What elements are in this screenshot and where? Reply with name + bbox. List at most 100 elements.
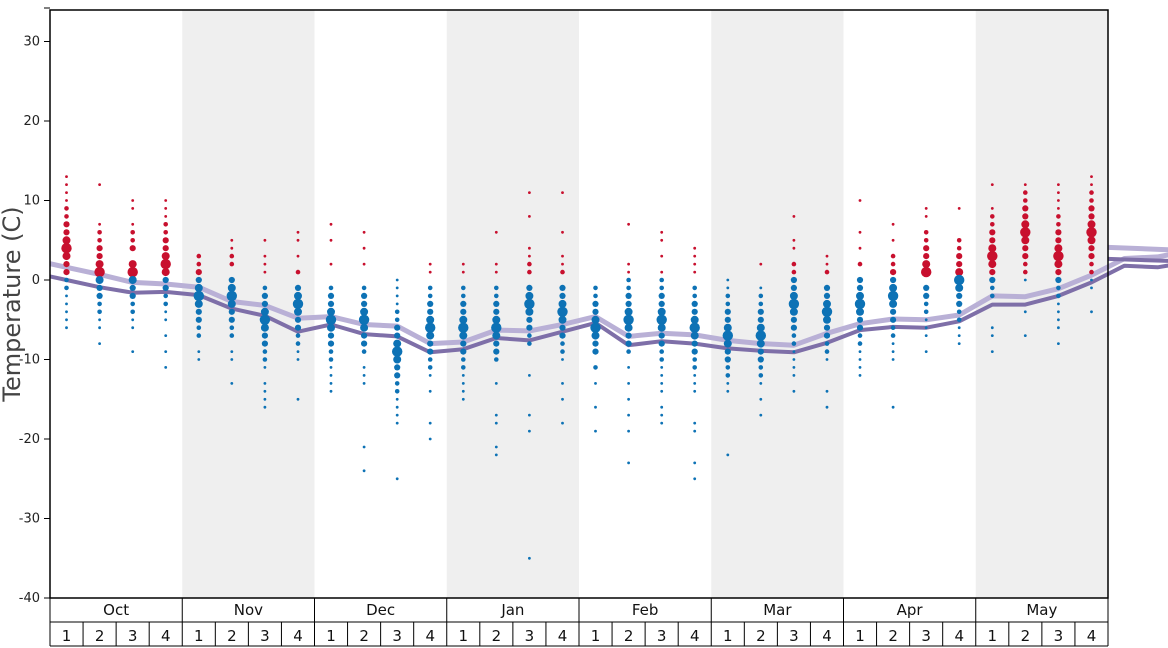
cold-temp-dot xyxy=(461,389,465,393)
cold-temp-dot xyxy=(261,300,268,307)
cold-temp-dot xyxy=(65,294,68,298)
cold-temp-dot xyxy=(528,429,531,433)
cold-temp-dot xyxy=(924,334,928,337)
cold-temp-dot xyxy=(164,310,168,314)
cold-temp-dot xyxy=(328,349,334,354)
cold-temp-dot xyxy=(459,315,468,324)
cold-temp-dot xyxy=(557,306,568,317)
warm-temp-dot xyxy=(792,246,796,250)
warm-temp-dot xyxy=(494,230,498,234)
cold-temp-dot xyxy=(725,301,731,307)
warm-temp-dot xyxy=(1056,222,1061,227)
warm-temp-dot xyxy=(1057,199,1060,202)
cold-temp-dot xyxy=(526,316,533,323)
cold-temp-dot xyxy=(164,318,168,322)
warm-temp-dot xyxy=(127,266,138,278)
cold-temp-dot xyxy=(1055,276,1062,284)
cold-temp-dot xyxy=(194,283,203,292)
cold-temp-dot xyxy=(559,284,566,291)
cold-temp-dot xyxy=(957,334,961,337)
warm-temp-dot xyxy=(890,261,896,267)
cold-temp-dot xyxy=(858,374,862,377)
cold-temp-dot xyxy=(625,292,632,299)
warm-temp-dot xyxy=(792,215,796,218)
cold-temp-dot xyxy=(65,318,68,322)
cold-temp-dot xyxy=(164,366,168,369)
cold-temp-dot xyxy=(956,292,963,299)
cold-temp-dot xyxy=(724,348,731,355)
cold-temp-dot xyxy=(990,285,995,291)
cold-temp-dot xyxy=(592,348,599,355)
warm-temp-dot xyxy=(660,238,664,242)
cold-temp-dot xyxy=(296,397,300,401)
cold-temp-dot xyxy=(296,350,300,353)
warm-temp-dot xyxy=(96,253,103,260)
cold-temp-dot xyxy=(659,285,664,291)
cold-temp-dot xyxy=(361,300,368,307)
cold-temp-dot xyxy=(624,323,633,332)
warm-temp-dot xyxy=(494,270,498,274)
cold-temp-dot xyxy=(792,358,796,361)
week-label: 3 xyxy=(921,627,931,645)
cold-temp-dot xyxy=(790,276,798,284)
cold-temp-dot xyxy=(591,331,600,340)
cold-temp-dot xyxy=(227,283,236,292)
cold-temp-dot xyxy=(427,308,434,315)
cold-temp-dot xyxy=(260,323,269,332)
cold-temp-dot xyxy=(327,332,335,339)
warm-temp-dot xyxy=(97,238,102,243)
warm-temp-dot xyxy=(1087,220,1096,229)
week-label: 2 xyxy=(1021,627,1031,645)
cold-temp-dot xyxy=(64,285,69,291)
cold-temp-dot xyxy=(726,389,730,393)
cold-temp-dot xyxy=(96,284,103,291)
warm-temp-dot xyxy=(160,258,171,270)
week-label: 4 xyxy=(161,627,171,645)
cold-temp-dot xyxy=(957,326,961,330)
cold-temp-dot xyxy=(393,339,402,348)
warm-temp-dot xyxy=(922,260,931,269)
warm-temp-dot xyxy=(1090,175,1093,179)
cold-temp-dot xyxy=(1057,302,1060,306)
cold-temp-dot xyxy=(592,340,599,347)
warm-temp-dot xyxy=(627,270,630,274)
cold-temp-dot xyxy=(693,389,697,393)
warm-temp-dot xyxy=(296,254,300,258)
warm-temp-dot xyxy=(94,266,105,278)
warm-temp-dot xyxy=(362,246,366,250)
cold-temp-dot xyxy=(329,382,333,385)
month-label-nov: Nov xyxy=(234,601,263,619)
cold-temp-dot xyxy=(461,374,465,377)
cold-temp-dot xyxy=(461,397,465,401)
warm-temp-dot xyxy=(561,262,564,266)
cold-temp-dot xyxy=(1057,326,1060,330)
cold-temp-dot xyxy=(854,298,866,310)
cold-temp-dot xyxy=(262,349,268,354)
warm-temp-dot xyxy=(296,238,300,242)
warm-temp-dot xyxy=(693,246,697,250)
cold-temp-dot xyxy=(792,350,796,353)
cold-temp-dot xyxy=(494,445,498,449)
cold-temp-dot xyxy=(788,298,800,310)
cold-temp-dot xyxy=(660,413,664,417)
warm-temp-dot xyxy=(131,222,135,226)
warm-temp-dot xyxy=(229,253,235,259)
cold-temp-dot xyxy=(726,286,730,290)
warm-temp-dot xyxy=(98,183,101,187)
cold-temp-dot xyxy=(131,350,135,353)
cold-temp-dot xyxy=(890,316,897,323)
cold-temp-dot xyxy=(527,341,532,346)
cold-temp-dot xyxy=(559,324,566,331)
warm-temp-dot xyxy=(988,260,997,269)
cold-temp-dot xyxy=(658,300,665,307)
cold-temp-dot xyxy=(294,324,302,331)
warm-temp-dot xyxy=(461,270,465,274)
week-label: 2 xyxy=(888,627,898,645)
warm-temp-dot xyxy=(162,245,169,252)
cold-temp-dot xyxy=(425,322,436,333)
cold-temp-dot xyxy=(327,292,335,299)
cold-temp-dot xyxy=(427,365,433,370)
warm-temp-dot xyxy=(1055,237,1062,244)
cold-temp-dot xyxy=(690,315,699,324)
